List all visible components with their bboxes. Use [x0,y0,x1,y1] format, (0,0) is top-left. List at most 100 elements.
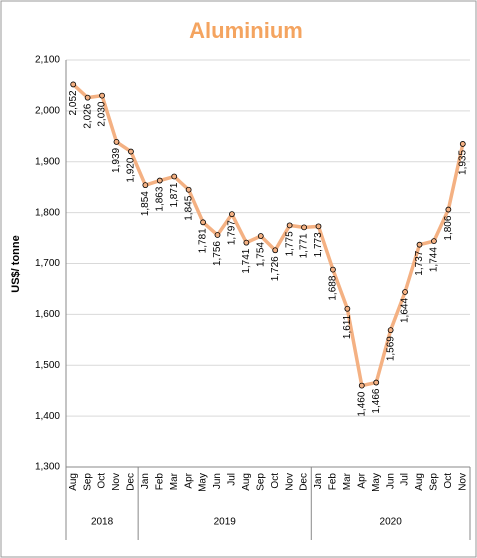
data-label: 1,797 [227,220,238,245]
data-label: 1,754 [255,242,266,267]
data-label: 1,845 [183,195,194,220]
marker [128,148,134,155]
x-tick-label: Jul [227,473,238,486]
x-tick-label: Aug [414,473,425,491]
data-label: 1,688 [328,275,339,300]
data-label: 1,460 [356,391,367,416]
marker [402,289,408,295]
marker [185,186,192,193]
x-tick-label: Jun [385,473,396,489]
x-tick-label: Jun [212,473,223,489]
marker [445,206,452,213]
marker [200,219,206,226]
x-tick-label: Oct [270,473,281,489]
marker [171,173,178,180]
y-tick-label: 1,300 [35,462,60,473]
x-tick-label: Apr [183,472,194,488]
marker [156,177,163,184]
data-label: 1,939 [111,147,122,172]
marker [373,379,380,386]
data-label: 1,737 [414,250,425,275]
x-tick-label: Aug [68,473,79,491]
marker [113,139,120,145]
x-tick-label: Oct [443,473,454,489]
data-label: 1,644 [400,298,411,323]
data-label: 1,920 [126,157,137,182]
y-tick-label: 1,400 [35,411,60,422]
x-tick-label: Mar [342,472,353,490]
x-tick-label: Nov [457,473,468,491]
marker [214,232,221,238]
data-label: 1,935 [457,150,468,175]
y-tick-label: 1,600 [35,309,60,320]
marker [330,266,336,273]
data-label: 1,466 [371,388,382,413]
x-tick-label: Aug [241,473,252,491]
data-label: 1,775 [284,231,295,256]
marker [142,182,149,189]
data-label: 2,052 [68,90,79,115]
data-label: 1,773 [313,232,324,257]
x-tick-label: Jan [313,473,324,489]
x-tick-label: Mar [169,472,180,490]
marker [358,382,365,389]
chart-title: Aluminium [189,18,303,43]
marker [243,239,250,246]
marker [84,94,91,101]
data-label: 1,871 [169,182,180,207]
marker [99,92,105,99]
x-tick-label: May [198,473,209,492]
marker [272,247,279,254]
y-tick-label: 1,700 [35,258,60,269]
data-label: 1,744 [429,247,440,272]
marker [301,224,307,231]
data-label: 2,026 [82,103,93,128]
x-tick-label: Jan [140,473,151,489]
data-label: 1,726 [270,256,281,281]
x-tick-label: Oct [97,473,108,489]
line [72,83,465,388]
x-tick-label: Sep [429,473,440,491]
marker [229,211,235,218]
x-tick-label: Feb [154,473,165,491]
x-tick-label: Nov [284,473,295,491]
x-tick-label: Dec [299,473,310,491]
data-label: 1,771 [299,233,310,258]
y-tick-label: 1,500 [35,360,60,371]
x-tick-label: Feb [328,473,339,491]
x-tick-label: Sep [255,473,266,491]
marker [315,223,322,230]
data-label: 2,030 [97,101,108,126]
x-tick-label: Jul [400,473,411,486]
y-tick-label: 1,800 [35,207,60,218]
marker [459,141,466,147]
marker [344,305,351,312]
x-tick-label: Dec [126,473,137,491]
y-tick-label: 1,900 [35,156,60,167]
data-label: 1,806 [443,215,454,240]
y-axis-label: US$/ tonne [10,235,22,292]
y-tick-label: 2,000 [35,106,60,117]
data-label: 1,756 [212,241,223,266]
marker [387,327,394,334]
x-tick-label: Nov [111,473,122,491]
data-label: 1,611 [342,314,353,339]
group-label: 2020 [380,517,403,528]
data-label: 1,569 [385,336,396,361]
group-label: 2019 [214,517,237,528]
marker [257,233,264,239]
marker [431,238,437,245]
marker [416,241,423,248]
data-label: 1,781 [198,228,209,253]
x-tick-label: Apr [356,472,367,488]
group-label: 2018 [91,517,114,528]
x-tick-label: May [371,473,382,492]
marker [286,222,293,229]
x-tick-label: Sep [82,473,93,491]
y-tick-label: 2,100 [35,55,60,66]
data-label: 1,854 [140,191,151,216]
data-label: 1,741 [241,248,252,273]
data-label: 1,863 [154,186,165,211]
